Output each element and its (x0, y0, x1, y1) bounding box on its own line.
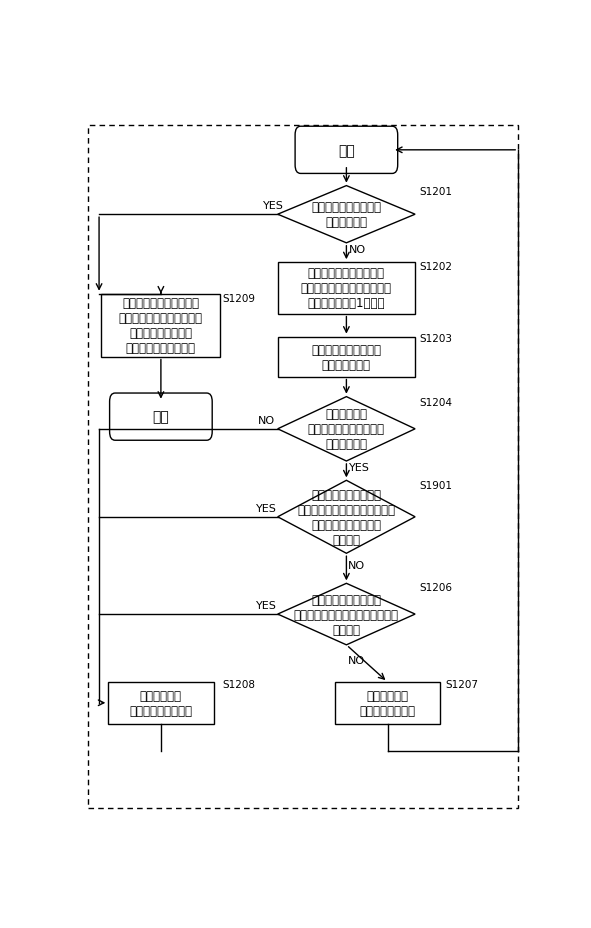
Bar (278, 337, 415, 377)
Text: YES: YES (256, 504, 277, 514)
Text: NO: NO (258, 416, 275, 426)
Text: 開始: 開始 (338, 144, 355, 158)
Text: YES: YES (262, 200, 284, 211)
Text: NO: NO (349, 245, 366, 254)
Text: 当該給紙段のシートの
情報を取得する: 当該給紙段のシートの 情報を取得する (311, 343, 381, 371)
Text: 当該給紙段のシートを
使用する選択ジョブであって、
選択順が先のジョブが
あるか？: 当該給紙段のシートを 使用する選択ジョブであって、 選択順が先のジョブが あるか… (297, 488, 395, 547)
Text: 当該給紙段は
設定可と判定する: 当該給紙段は 設定可と判定する (359, 689, 415, 717)
Bar (108, 682, 213, 724)
Text: S1203: S1203 (420, 333, 453, 343)
FancyBboxPatch shape (109, 393, 212, 441)
Text: 終了: 終了 (152, 410, 169, 424)
Text: S1204: S1204 (420, 398, 453, 408)
Text: S1206: S1206 (420, 582, 453, 592)
Polygon shape (278, 187, 415, 243)
Text: S1209: S1209 (223, 293, 256, 303)
Text: 当該給紙段のシートを
使用するプリントキュージョブが
あるか？: 当該給紙段のシートを 使用するプリントキュージョブが あるか？ (294, 593, 399, 636)
Text: 全ての給紙段に対する
判定が完了？: 全ての給紙段に対する 判定が完了？ (311, 201, 381, 229)
Text: 当該給紙段に
当該ミスマッチシートを
設定可能か？: 当該給紙段に 当該ミスマッチシートを 設定可能か？ (308, 408, 385, 451)
Text: S1208: S1208 (223, 679, 256, 690)
Text: YES: YES (349, 462, 369, 472)
Text: S1901: S1901 (420, 480, 453, 490)
Polygon shape (278, 584, 415, 645)
Text: S1207: S1207 (445, 679, 478, 690)
Polygon shape (278, 481, 415, 554)
Text: S1201: S1201 (420, 187, 453, 197)
Bar (102, 294, 220, 357)
Text: 当該給紙段は
設定不可と判定する: 当該給紙段は 設定不可と判定する (129, 689, 193, 717)
Text: NO: NO (348, 655, 365, 665)
Text: YES: YES (256, 600, 277, 611)
Text: NO: NO (348, 561, 365, 570)
Bar (278, 263, 415, 315)
Polygon shape (278, 397, 415, 461)
Bar (335, 682, 440, 724)
Text: S1202: S1202 (420, 262, 453, 272)
Text: 当該ミスマッチシートを
設定可能かどうかを判定する
対象の給紙段を1つ決定: 当該ミスマッチシートを 設定可能かどうかを判定する 対象の給紙段を1つ決定 (301, 267, 392, 310)
FancyBboxPatch shape (295, 127, 398, 174)
Text: ミスマッチシートの属性
情報を設定可能な給紙段の
判定結果に基づいて
給紙段選択画面を表示: ミスマッチシートの属性 情報を設定可能な給紙段の 判定結果に基づいて 給紙段選択… (119, 297, 203, 354)
